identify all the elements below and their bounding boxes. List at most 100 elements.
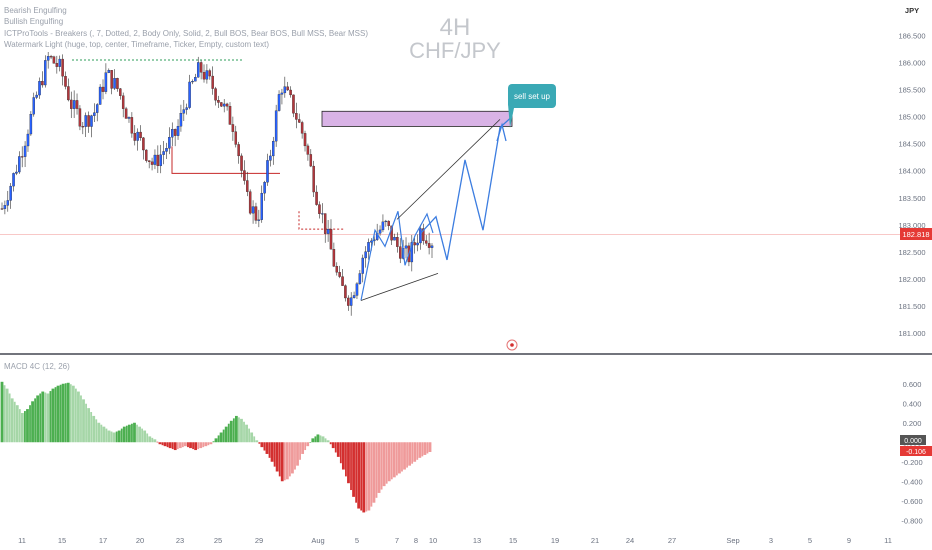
candles[interactable] <box>0 51 434 316</box>
macd-bar <box>5 388 9 443</box>
macd-bar <box>331 442 335 449</box>
time-tick-label: 11 <box>884 536 892 545</box>
current-price-tag: 182.818 <box>900 228 932 240</box>
candle-body <box>205 70 209 80</box>
candle-body <box>176 126 180 136</box>
macd-bar <box>156 441 159 443</box>
macd-bar <box>253 436 256 443</box>
price-tick-label: 183.500 <box>898 194 925 203</box>
macd-bar <box>294 442 296 470</box>
macd-bar <box>304 442 307 451</box>
price-tick-label: 181.500 <box>898 302 925 311</box>
macd-bar <box>97 422 101 443</box>
price-tick-label: 184.500 <box>898 140 925 149</box>
svg-text:0.000: 0.000 <box>904 438 922 445</box>
candle-body <box>220 102 223 107</box>
macd-tick-label: -0.600 <box>901 497 922 506</box>
candle-body <box>300 122 304 134</box>
time-axis[interactable]: 11 15 17 20 23 25 29 Aug 5 7 8 10 13 15 19 21 24 27 Sep 3 5 9… <box>18 536 892 545</box>
macd-bar <box>395 442 398 476</box>
macd-bar <box>401 442 403 472</box>
macd-bar <box>390 442 393 480</box>
candle-body <box>349 297 353 306</box>
candle-body <box>217 100 220 103</box>
macd-bar <box>360 442 363 511</box>
candle-body <box>72 100 76 109</box>
macd-bar <box>260 442 264 448</box>
macd-bar <box>227 423 230 443</box>
candle-body <box>12 173 15 187</box>
candle-body <box>243 170 246 181</box>
macd-bar <box>245 424 248 443</box>
candle-body <box>292 94 295 114</box>
candle-body <box>55 63 59 67</box>
candle-body <box>280 92 284 95</box>
candle-body <box>422 228 425 241</box>
candle-body <box>341 276 344 286</box>
indicator-list[interactable]: Bearish Engulfing Bullish Engulfing ICTP… <box>4 6 368 49</box>
time-tick-label: 15 <box>58 536 66 545</box>
macd-bar <box>41 391 45 443</box>
price-axis[interactable]: 186.500 186.000 185.500 185.000 184.500 184.0… <box>898 32 925 338</box>
macd-bar <box>189 442 192 449</box>
macd-bar <box>411 442 414 464</box>
candle-body <box>81 126 85 128</box>
sell-setup-callout[interactable]: sell set up <box>508 84 556 128</box>
candle-body <box>424 240 428 244</box>
time-tick-label: 5 <box>355 536 359 545</box>
indicator-3[interactable]: ICTProTools - Breakers (, 7, Dotted, 2, … <box>4 29 368 38</box>
candle-body <box>142 137 145 151</box>
candle-body <box>332 249 336 267</box>
time-tick-label: 8 <box>414 536 418 545</box>
macd-bar <box>387 442 391 482</box>
candle-body <box>124 108 128 119</box>
macd-bar <box>31 401 34 443</box>
candle-body <box>127 117 131 119</box>
macd-bar <box>209 442 213 445</box>
candle-body <box>367 242 370 252</box>
candle-body <box>410 242 414 263</box>
macd-title[interactable]: MACD 4C (12, 26) <box>4 362 70 371</box>
macd-bar <box>319 435 322 443</box>
macd-bar <box>44 392 47 443</box>
candle-body <box>130 117 134 134</box>
candle-body <box>26 133 30 147</box>
candle-body <box>84 115 87 127</box>
candle-body <box>358 273 362 284</box>
candle-body <box>335 266 339 273</box>
candle-body <box>199 62 203 73</box>
macd-bar <box>243 421 245 443</box>
macd-bar <box>362 442 366 513</box>
indicator-4[interactable]: Watermark Light (huge, top, center, Time… <box>4 40 269 49</box>
projection-paths[interactable] <box>360 116 513 301</box>
macd-bar <box>413 442 417 462</box>
macd-bar <box>10 398 14 443</box>
candle-body <box>52 56 56 64</box>
time-tick-label: 25 <box>214 536 222 545</box>
macd-bar <box>125 425 128 443</box>
macd-bar <box>377 442 381 493</box>
indicator-2[interactable]: Bullish Engulfing <box>4 17 63 26</box>
candle-body <box>344 285 347 299</box>
macd-bar <box>248 428 251 443</box>
level-lines <box>0 59 900 235</box>
time-tick-label: 23 <box>176 536 184 545</box>
candle-body <box>240 155 243 171</box>
macd-bar <box>122 426 126 443</box>
indicator-1[interactable]: Bearish Engulfing <box>4 6 67 15</box>
macd-bar <box>355 442 358 503</box>
event-marker-icon[interactable] <box>506 339 518 351</box>
macd-bar <box>26 409 29 443</box>
time-tick-label: 19 <box>551 536 559 545</box>
macd-bar <box>136 424 138 443</box>
candle-body <box>269 155 272 161</box>
macd-bar <box>283 442 286 481</box>
supply-zone[interactable] <box>321 110 513 127</box>
macd-bar <box>365 442 368 512</box>
macd-bar <box>15 405 19 443</box>
candle-body <box>98 86 102 105</box>
macd-bar <box>92 415 96 443</box>
candle-body <box>185 107 188 110</box>
macd-bar <box>392 442 396 478</box>
